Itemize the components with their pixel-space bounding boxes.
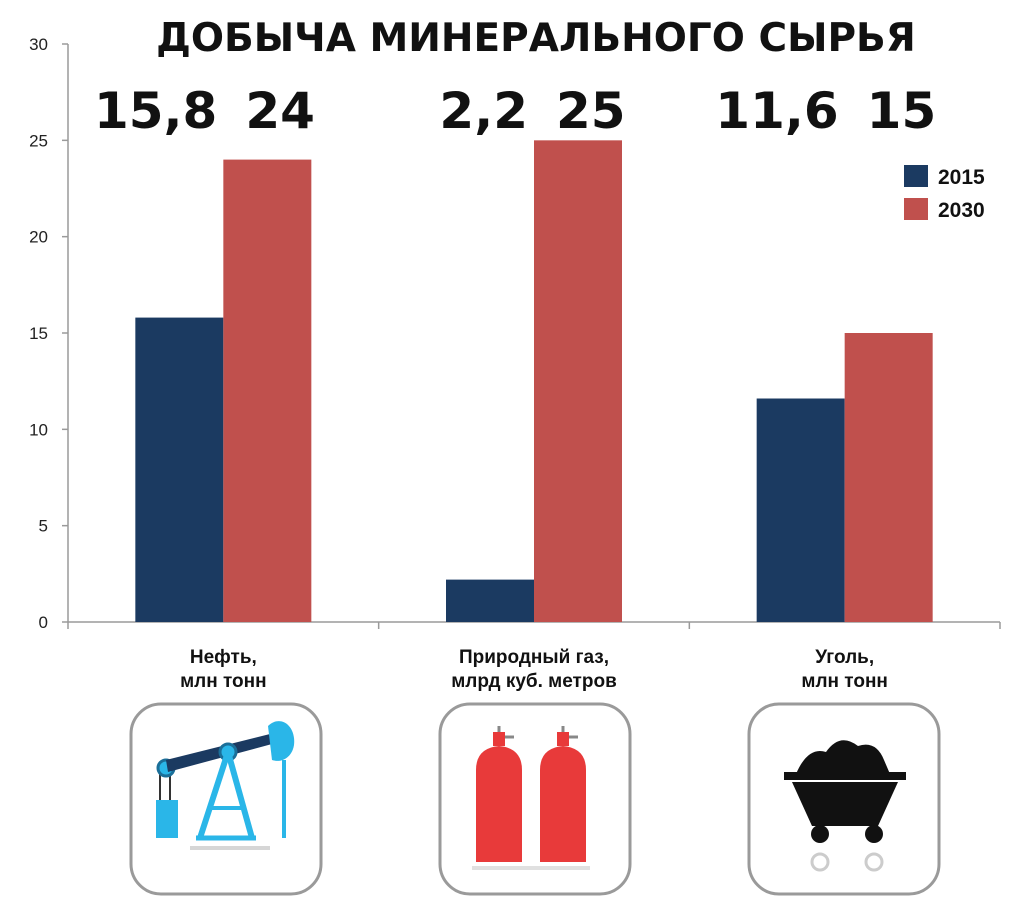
bar-2030 <box>223 159 312 622</box>
category-label: Нефть, <box>190 647 257 668</box>
bar-2015 <box>756 398 845 622</box>
legend-swatch-2015 <box>904 165 928 187</box>
value-label: 25 <box>556 82 626 140</box>
bar-2015 <box>135 317 224 622</box>
y-tick-label: 10 <box>29 420 48 439</box>
category-label: Уголь, <box>815 647 874 668</box>
bar-2030 <box>844 333 933 622</box>
y-tick-label: 15 <box>29 324 48 343</box>
y-tick-label: 20 <box>29 228 48 247</box>
category-labels: Нефть, млн тонн Природный газ, млрд куб. ме… <box>180 647 888 692</box>
category-label: млрд куб. метров <box>451 671 617 692</box>
bars <box>135 140 933 623</box>
legend-label: 2030 <box>938 199 985 222</box>
category-label: Природный газ, <box>459 647 609 668</box>
value-label: 24 <box>245 82 315 140</box>
category-label: млн тонн <box>801 671 888 692</box>
value-labels: 15,8 24 2,2 25 11,6 15 <box>94 82 936 140</box>
bar-2030 <box>534 140 622 623</box>
y-tick-label: 25 <box>29 131 48 150</box>
value-label: 15,8 <box>94 82 217 140</box>
y-tick-label: 30 <box>29 35 48 54</box>
oil-pump-icon <box>129 702 323 896</box>
x-axis-ticks <box>67 622 1001 629</box>
coal-cart-icon <box>747 702 941 896</box>
value-label: 15 <box>867 82 937 140</box>
y-axis-ticks: 0 5 10 15 20 25 30 <box>29 35 68 632</box>
category-label: млн тонн <box>180 671 267 692</box>
bar-2015 <box>446 579 534 622</box>
value-label: 11,6 <box>715 82 838 140</box>
y-tick-label: 0 <box>39 613 48 632</box>
gas-cylinders-icon <box>438 702 632 896</box>
legend-swatch-2030 <box>904 198 928 220</box>
value-label: 2,2 <box>439 82 528 140</box>
legend: 2015 2030 <box>904 165 985 222</box>
chart-title: ДОБЫЧА МИНЕРАЛЬНОГО СЫРЬЯ <box>156 16 916 61</box>
y-tick-label: 5 <box>39 517 48 536</box>
legend-label: 2015 <box>938 166 985 189</box>
